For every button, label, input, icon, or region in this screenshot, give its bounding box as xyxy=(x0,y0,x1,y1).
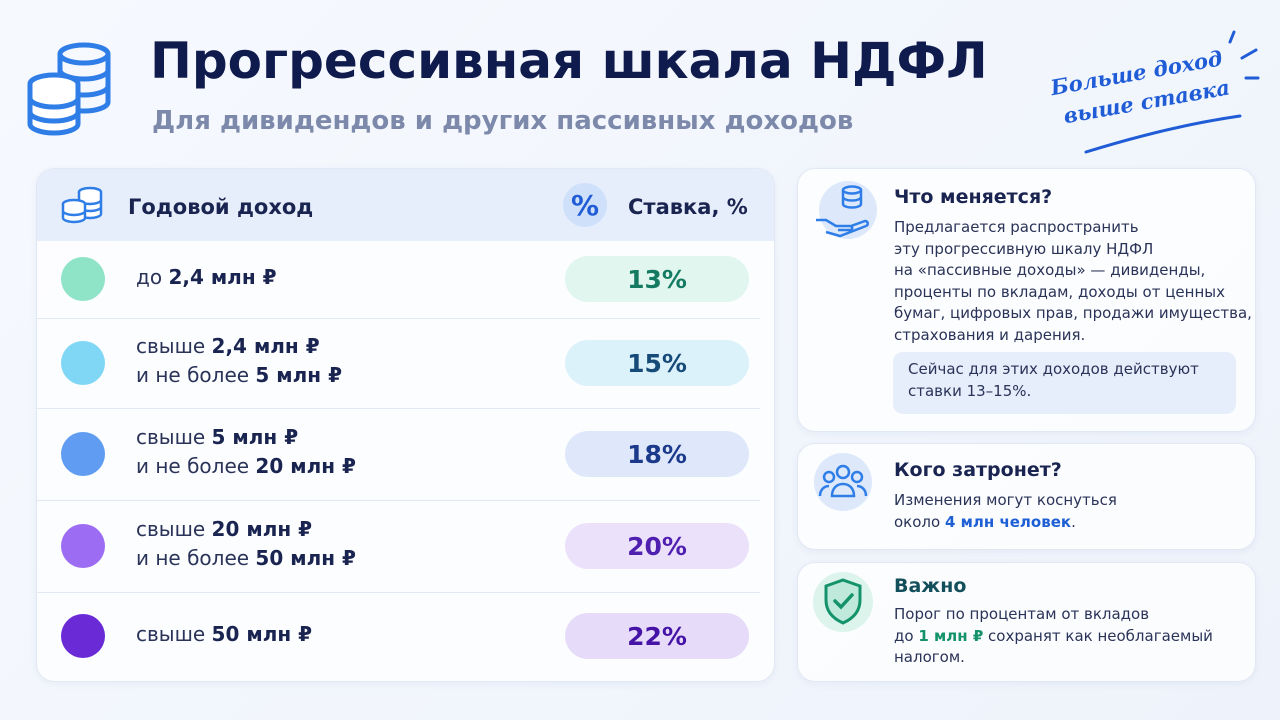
income-line: и не более 50 млн ₽ xyxy=(136,544,356,573)
hand-coins-icon xyxy=(816,181,877,239)
body-line: бумаг, цифровых прав, продажи имущества, xyxy=(894,304,1252,322)
column-header: Годовой доход xyxy=(128,195,314,219)
row-dot xyxy=(61,341,105,385)
column-header: Ставка, % xyxy=(628,195,748,219)
card-body: Изменения могут коснуться около 4 млн че… xyxy=(894,490,1117,533)
highlight: 1 млн ₽ xyxy=(918,626,984,645)
income-amount: 20 млн ₽ xyxy=(255,454,356,478)
row-divider xyxy=(36,592,760,593)
income-prefix: свыше xyxy=(136,334,206,358)
subtitle: Для дивидендов и других пассивных доходо… xyxy=(152,106,854,136)
row-divider xyxy=(36,408,760,409)
text: около xyxy=(894,512,945,531)
income-prefix: до xyxy=(136,264,163,289)
rate: 15% xyxy=(565,340,749,386)
body-line: эту прогрессивную шкалу НДФЛ xyxy=(894,239,1154,258)
text: до xyxy=(894,626,919,645)
body-line: около 4 млн человек. xyxy=(894,512,1117,534)
income-line: свыше 20 млн ₽ xyxy=(136,515,356,544)
income-line: свыше 5 млн ₽ xyxy=(136,423,356,452)
body-line: Изменения могут коснуться xyxy=(894,491,1117,509)
row-divider xyxy=(36,500,760,501)
income-prefix: и не более xyxy=(136,454,250,478)
card-note: Сейчас для этих доходов действуют ставки … xyxy=(893,352,1236,414)
income-prefix: свыше xyxy=(136,621,206,646)
row-dot xyxy=(61,614,105,658)
body-line: на «пассивные доходы» — дивиденды, xyxy=(894,261,1206,279)
income-amount: 50 млн ₽ xyxy=(255,546,356,570)
text: сохранят как необлагаемый xyxy=(983,626,1213,645)
row-dot xyxy=(61,257,105,301)
people-icon xyxy=(814,453,872,511)
body-line: Предлагается распространить xyxy=(894,218,1139,236)
income-line: до 2,4 млн ₽ xyxy=(136,263,277,292)
income: свыше 2,4 млн ₽ и не более 5 млн ₽ xyxy=(136,332,342,390)
card-body: Предлагается распространить эту прогресси… xyxy=(894,217,1252,346)
income-prefix: и не более xyxy=(136,546,250,570)
card-title: Что меняется? xyxy=(894,186,1053,208)
body-line: до 1 млн ₽ сохранят как необлагаемый xyxy=(894,626,1213,648)
row-divider xyxy=(36,318,760,319)
card-title: Важно xyxy=(894,575,967,597)
table-header xyxy=(37,169,774,241)
income-prefix: свыше xyxy=(136,425,206,449)
rate: 18% xyxy=(565,431,749,477)
income: свыше 20 млн ₽ и не более 50 млн ₽ xyxy=(136,515,356,573)
text: . xyxy=(1071,512,1076,531)
rates-table xyxy=(36,168,775,682)
row-dot xyxy=(61,524,105,568)
income-amount: 20 млн ₽ xyxy=(211,517,313,541)
shield-icon xyxy=(813,572,873,632)
note-line: Сейчас для этих доходов действуют xyxy=(908,360,1199,378)
income: свыше 50 млн ₽ xyxy=(136,620,312,649)
card-title: Кого затронет? xyxy=(894,459,1062,481)
rate: 22% xyxy=(565,613,749,659)
income-amount: 2,4 млн ₽ xyxy=(168,264,277,289)
affected-card xyxy=(797,443,1256,550)
coins-icon xyxy=(27,42,111,136)
income-line: свыше 50 млн ₽ xyxy=(136,620,312,649)
income-line: и не более 5 млн ₽ xyxy=(136,361,342,390)
coins-small-icon xyxy=(61,186,103,224)
income-amount: 50 млн ₽ xyxy=(211,621,313,646)
income: свыше 5 млн ₽ и не более 20 млн ₽ xyxy=(136,423,356,481)
title: Прогрессивная шкала НДФЛ xyxy=(150,32,988,90)
percent-icon: % xyxy=(563,183,607,227)
highlight: 4 млн человек xyxy=(944,512,1072,531)
body-line: страхования и дарения. xyxy=(894,325,1086,344)
badge-decor xyxy=(1084,30,1260,154)
income-prefix: свыше xyxy=(136,517,206,541)
rate: 13% xyxy=(565,256,749,302)
income-amount: 2,4 млн ₽ xyxy=(211,334,320,358)
income-prefix: и не более xyxy=(136,363,250,387)
row-dot xyxy=(61,432,105,476)
income-line: свыше 2,4 млн ₽ xyxy=(136,332,342,361)
body-line: проценты по вкладам, доходы от ценных xyxy=(894,282,1225,301)
card-body: Порог по процентам от вкладов до 1 млн ₽… xyxy=(894,604,1213,669)
body-line: Порог по процентам от вкладов xyxy=(894,605,1150,623)
income-amount: 5 млн ₽ xyxy=(211,425,299,449)
rate: 20% xyxy=(565,523,749,569)
income: до 2,4 млн ₽ xyxy=(136,263,277,292)
income-line: и не более 20 млн ₽ xyxy=(136,452,356,481)
body-line: налогом. xyxy=(894,648,965,666)
income-amount: 5 млн ₽ xyxy=(255,363,342,387)
important-card xyxy=(797,562,1256,682)
note-line: ставки 13–15%. xyxy=(908,381,1032,400)
